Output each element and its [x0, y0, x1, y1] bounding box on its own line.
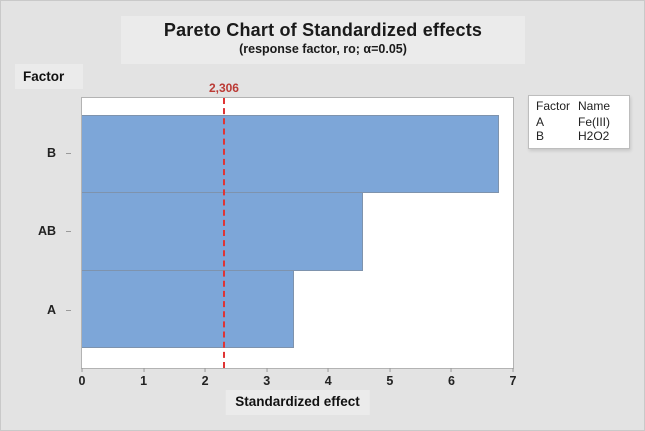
- y-axis-title: Factor: [23, 69, 65, 84]
- x-tick-label: 4: [324, 374, 332, 388]
- legend-name: Fe(III): [578, 115, 610, 129]
- x-tick-mark: [389, 368, 391, 372]
- x-tick-mark: [327, 368, 329, 372]
- x-axis-title: Standardized effect: [235, 394, 360, 409]
- x-tick-label: 6: [447, 374, 455, 388]
- x-tick-label: 3: [263, 374, 271, 388]
- x-tick-mark: [204, 368, 206, 372]
- y-axis-category-labels: B AB A: [1, 114, 73, 349]
- legend-row-B: B H2O2: [536, 129, 623, 143]
- y-tick-mark: [66, 309, 71, 311]
- x-tick-label: 7: [509, 374, 517, 388]
- x-tick-2: 2: [202, 368, 209, 388]
- bar-B: [82, 115, 500, 194]
- y-category-label-AB: AB: [1, 192, 73, 270]
- x-tick-label: 1: [140, 374, 148, 388]
- bar-AB: [82, 192, 364, 271]
- x-tick-label: 0: [78, 374, 86, 388]
- x-tick-mark: [450, 368, 452, 372]
- legend-header-factor: Factor: [536, 99, 571, 113]
- chart-subtitle: (response factor, ro; α=0.05): [239, 42, 407, 56]
- x-tick-7: 7: [509, 368, 517, 388]
- y-axis-title-patch: Factor: [15, 64, 83, 89]
- legend-header: Factor Name: [536, 99, 623, 113]
- legend-name: H2O2: [578, 129, 610, 143]
- legend-box: Factor Name A Fe(III) B H2O2: [528, 95, 630, 149]
- legend-factor: B: [536, 129, 545, 143]
- x-tick-6: 6: [448, 368, 455, 388]
- x-tick-label: 2: [201, 374, 209, 388]
- x-tick-3: 3: [263, 368, 270, 388]
- x-tick-0: 0: [78, 368, 86, 388]
- chart-title: Pareto Chart of Standardized effects: [163, 20, 483, 40]
- x-tick-mark: [512, 368, 514, 372]
- plot-area: 2,306 0 1 2 3 4 5 6 7 Standardized effect: [79, 81, 516, 415]
- bars: [82, 115, 513, 348]
- x-tick-4: 4: [325, 368, 332, 388]
- x-tick-5: 5: [386, 368, 393, 388]
- x-tick-mark: [266, 368, 268, 372]
- y-category-label-B: B: [1, 114, 73, 192]
- y-category-label-A: A: [1, 271, 73, 349]
- legend-row-A: A Fe(III): [536, 115, 623, 129]
- x-tick-mark: [143, 368, 145, 372]
- x-tick-1: 1: [140, 368, 147, 388]
- x-tick-label: 5: [386, 374, 394, 388]
- y-tick-mark: [66, 231, 71, 233]
- legend-factor: A: [536, 115, 545, 129]
- x-axis-ticks: 0 1 2 3 4 5 6 7: [78, 368, 516, 388]
- bar-A: [82, 269, 295, 348]
- legend-header-name: Name: [578, 99, 611, 113]
- x-tick-mark: [81, 368, 83, 372]
- x-axis-title-patch: Standardized effect: [225, 390, 370, 415]
- reference-line: [222, 98, 225, 368]
- title-block: Pareto Chart of Standardized effects (re…: [121, 16, 525, 64]
- y-tick-mark: [66, 153, 71, 155]
- legend-rows: A Fe(III) B H2O2: [536, 115, 623, 143]
- reference-line-label: 2,306: [208, 81, 239, 95]
